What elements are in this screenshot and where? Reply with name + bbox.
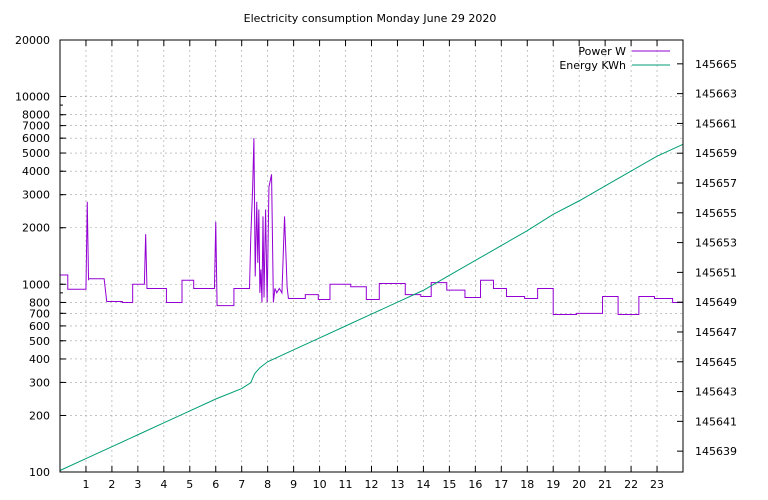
y-tick-label: 5000 xyxy=(22,147,50,160)
x-tick-label: 13 xyxy=(390,478,404,491)
x-tick-label: 4 xyxy=(160,478,167,491)
x-tick-label: 14 xyxy=(416,478,430,491)
x-tick-label: 22 xyxy=(624,478,638,491)
y-tick-label: 400 xyxy=(29,353,50,366)
x-tick-label: 5 xyxy=(186,478,193,491)
y2-tick-label: 145645 xyxy=(695,356,737,369)
x-tick-label: 9 xyxy=(290,478,297,491)
y2-tick-label: 145651 xyxy=(695,266,737,279)
x-tick-label: 1 xyxy=(82,478,89,491)
chart-title: Electricity consumption Monday June 29 2… xyxy=(244,12,497,25)
y2-tick-label: 145641 xyxy=(695,415,737,428)
series-line-energy xyxy=(59,143,684,471)
x-tick-label: 8 xyxy=(264,478,271,491)
y2-tick-label: 145649 xyxy=(695,296,737,309)
y-tick-label: 600 xyxy=(29,320,50,333)
x-tick-label: 17 xyxy=(494,478,508,491)
y-tick-label: 200 xyxy=(29,409,50,422)
x-tick-label: 12 xyxy=(365,478,379,491)
legend-label-power: Power W xyxy=(578,45,626,58)
y-tick-label: 700 xyxy=(29,307,50,320)
x-tick-label: 6 xyxy=(212,478,219,491)
y-tick-label: 7000 xyxy=(22,120,50,133)
y-tick-label: 10000 xyxy=(15,91,50,104)
y2-tick-label: 145643 xyxy=(695,386,737,399)
y-tick-label: 3000 xyxy=(22,189,50,202)
x-tick-label: 3 xyxy=(134,478,141,491)
legend: Power W Energy KWh xyxy=(559,45,670,72)
y2-tick-label: 145655 xyxy=(695,207,737,220)
y-tick-label: 1000 xyxy=(22,278,50,291)
y2-tick-label: 145647 xyxy=(695,326,737,339)
x-tick-label: 19 xyxy=(546,478,560,491)
y2-tick-label: 145639 xyxy=(695,445,737,458)
y-tick-label: 800 xyxy=(29,296,50,309)
ticks-layer: 1 2 3 4 5 6 7 8 9 10 11 12 13 14 15 16 17 18 19 20 21 22 23100… xyxy=(15,34,737,491)
y2-tick-label: 145659 xyxy=(695,147,737,160)
legend-label-energy: Energy KWh xyxy=(559,59,626,72)
x-tick-label: 11 xyxy=(339,478,353,491)
y-tick-label: 6000 xyxy=(22,132,50,145)
y-tick-label: 2000 xyxy=(22,222,50,235)
x-tick-label: 18 xyxy=(520,478,534,491)
y2-tick-label: 145661 xyxy=(695,117,737,130)
y2-tick-label: 145665 xyxy=(695,58,737,71)
y-tick-label: 8000 xyxy=(22,109,50,122)
x-tick-label: 7 xyxy=(238,478,245,491)
x-tick-label: 15 xyxy=(442,478,456,491)
y2-tick-label: 145663 xyxy=(695,88,737,101)
y-tick-label: 4000 xyxy=(22,165,50,178)
y-tick-label: 20000 xyxy=(15,34,50,47)
y-tick-label: 300 xyxy=(29,376,50,389)
x-tick-label: 16 xyxy=(468,478,482,491)
x-tick-label: 23 xyxy=(650,478,664,491)
x-tick-label: 20 xyxy=(572,478,586,491)
x-tick-label: 10 xyxy=(313,478,327,491)
grid xyxy=(60,40,683,472)
y-tick-label: 500 xyxy=(29,335,50,348)
y-tick-label: 100 xyxy=(29,466,50,479)
y2-tick-label: 145657 xyxy=(695,177,737,190)
y2-tick-label: 145653 xyxy=(695,237,737,250)
x-tick-label: 21 xyxy=(598,478,612,491)
x-tick-label: 2 xyxy=(108,478,115,491)
series-layer xyxy=(59,138,684,471)
series-line-power xyxy=(60,138,683,316)
